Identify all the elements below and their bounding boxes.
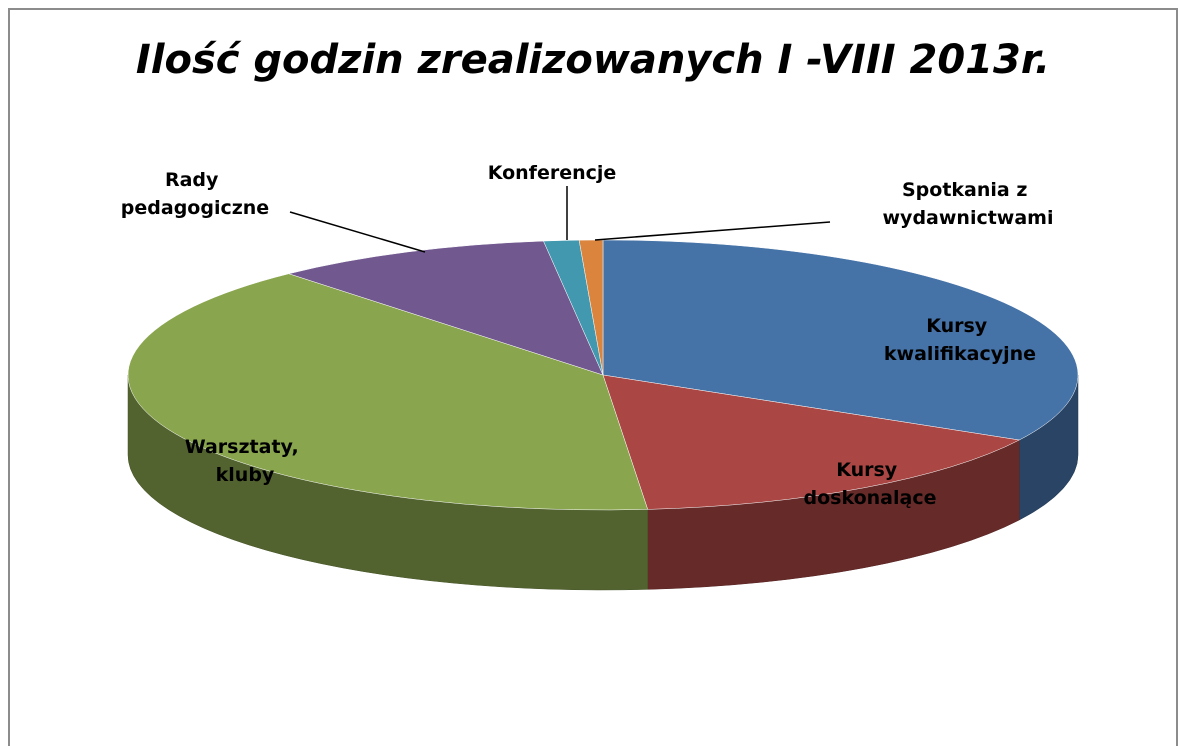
pie-slice xyxy=(602,239,1079,441)
labels: Kursy kwalifikacyjne Kursy doskonalące War… xyxy=(121,162,1054,509)
slice-label: Rady pedagogiczne xyxy=(121,169,269,219)
leader-line xyxy=(594,221,831,241)
slice-label: Spotkania z wydawnictwami xyxy=(883,179,1054,229)
pie-tops xyxy=(127,239,1079,511)
pie-slice xyxy=(127,273,649,511)
slice-label: Warsztaty, kluby xyxy=(185,436,306,486)
pie-slice xyxy=(602,374,1021,510)
leader-line xyxy=(289,211,426,253)
pie-sides xyxy=(127,374,1079,591)
slice-label: Kursy kwalifikacyjne xyxy=(884,315,1036,365)
slice-label: Konferencje xyxy=(488,162,617,184)
chart-title: Ilość godzin zrealizowanych I -VIII 2013… xyxy=(136,37,1050,83)
pie-slice xyxy=(287,240,604,376)
slice-label: Kursy doskonalące xyxy=(804,459,937,509)
